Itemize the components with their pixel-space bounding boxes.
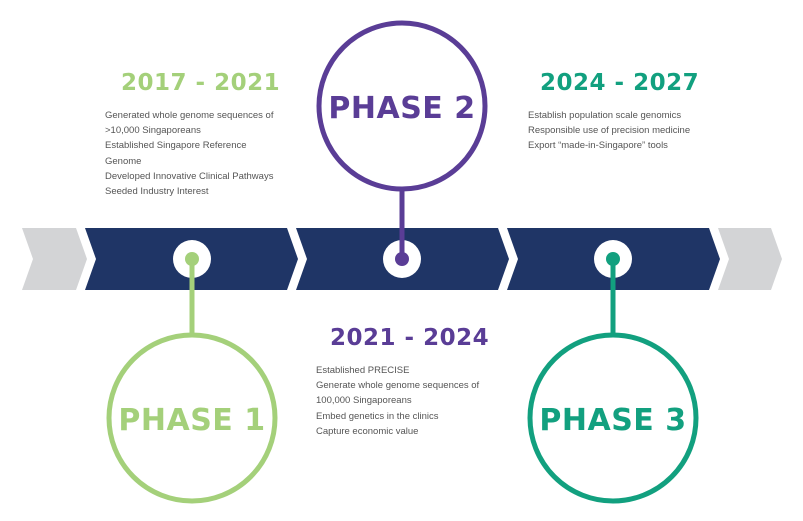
timeline-end-chevron (718, 228, 782, 290)
phase-2-label: PHASE 2 (328, 91, 475, 126)
phase-2-item: Established PRECISE (316, 365, 410, 376)
phase-2-items: Established PRECISE Generate whole genom… (316, 363, 516, 439)
phase-1-item: Seeded Industry Interest (105, 186, 209, 198)
phase-1-marker-dot (185, 252, 199, 266)
phase-1-item: Developed Innovative Clinical Pathways (105, 170, 274, 182)
phase-1-item: Generated whole genome sequences of (105, 110, 274, 121)
phase-1-item: Established Singapore Reference (105, 140, 247, 152)
phase-3-marker-dot (606, 252, 620, 266)
phase-2-info: 2021 - 2024 Established PRECISE Generate… (316, 325, 516, 439)
phase-1-item: Genome (105, 155, 142, 167)
phase-2-item: Capture economic value (316, 425, 419, 437)
phase-3-label: PHASE 3 (539, 403, 686, 438)
phase-2-circle (316, 20, 488, 192)
phase-3-years: 2024 - 2027 (540, 70, 700, 96)
phase-3-item: Establish population scale genomics (528, 110, 682, 121)
phase-3-circle (527, 332, 699, 504)
phase-2-marker-dot (395, 252, 409, 266)
phase-1-info: 2017 - 2021 Generated whole genome seque… (105, 70, 305, 199)
timeline-start-chevron (22, 228, 87, 290)
phase-3-item: Export “made-in-Singapore” tools (528, 140, 668, 152)
phase-1-items: Generated whole genome sequences of >10,… (105, 108, 305, 199)
phase-2-item: Embed genetics in the clinics (316, 410, 439, 422)
phase-1-label: PHASE 1 (118, 403, 265, 438)
phase-2-item: 100,000 Singaporeans (316, 395, 412, 407)
phase-3-items: Establish population scale genomics Resp… (528, 108, 728, 154)
phase-1-years: 2017 - 2021 (121, 70, 281, 96)
phase-3-item: Responsible use of precision medicine (528, 125, 691, 137)
phase-1-item: >10,000 Singaporeans (105, 125, 201, 137)
phase-1-circle (106, 332, 278, 504)
phase-2-item: Generate whole genome sequences of (316, 380, 480, 392)
phase-3-info: 2024 - 2027 Establish population scale g… (528, 70, 728, 154)
phase-2-years: 2021 - 2024 (330, 325, 490, 351)
